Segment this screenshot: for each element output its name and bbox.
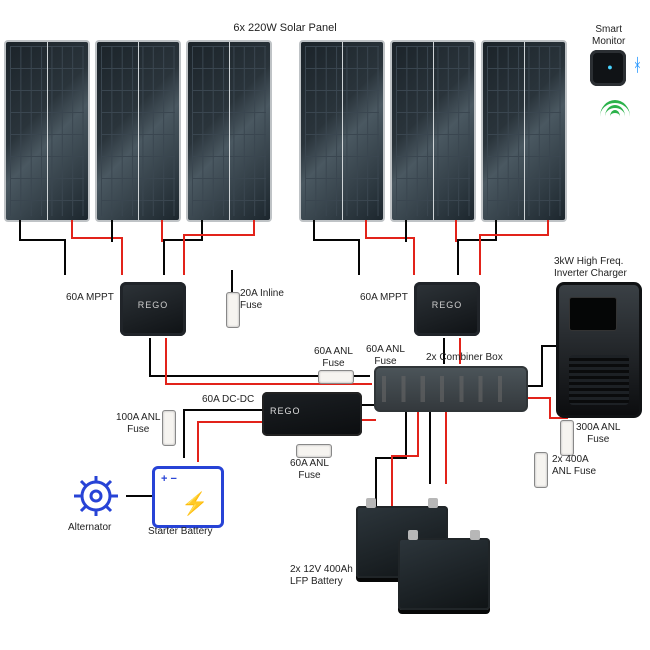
mppt-controller-right [414, 282, 480, 336]
lfp-label: 2x 12V 400Ah LFP Battery [290, 564, 353, 587]
fuse-60anl-b-label: 60A ANL Fuse [366, 344, 405, 367]
solar-panel [4, 40, 90, 222]
solar-panel [95, 40, 181, 222]
mppt-controller-left [120, 282, 186, 336]
smart-monitor-label: Smart Monitor [592, 24, 625, 47]
solar-panel [390, 40, 476, 222]
fuse-60anl-bottom-label: 60A ANL Fuse [290, 458, 329, 481]
inverter-label: 3kW High Freq. Inverter Charger [554, 256, 627, 279]
fuse-60anl-bottom [296, 444, 332, 458]
lfp-battery [398, 538, 490, 610]
fuse-60anl-a [318, 370, 354, 384]
starter-label: Starter Battery [148, 526, 212, 538]
fuse-20a-label: 20A Inline Fuse [240, 288, 284, 311]
combiner-box [374, 366, 528, 412]
solar-panel [481, 40, 567, 222]
alternator-label: Alternator [68, 522, 111, 534]
smart-monitor-icon [590, 50, 626, 86]
fuse-100anl-label: 100A ANL Fuse [116, 412, 160, 435]
fuse-60anl-a-label: 60A ANL Fuse [314, 346, 353, 369]
fuse-20a-inline [226, 292, 240, 328]
starter-battery: ⚡ [152, 466, 224, 528]
dcdc-label: 60A DC-DC [202, 394, 254, 406]
combiner-label: 2x Combiner Box [426, 352, 503, 364]
dcdc-charger [262, 392, 362, 436]
solar-panel [186, 40, 272, 222]
mppt-left-label: 60A MPPT [66, 292, 114, 304]
mppt-right-label: 60A MPPT [360, 292, 408, 304]
alternator-icon [66, 470, 126, 518]
fuse-100anl [162, 410, 176, 446]
fuse-300anl [560, 420, 574, 456]
fuse-2x400anl [534, 452, 548, 488]
inverter-charger [556, 282, 642, 418]
fuse-300anl-label: 300A ANL Fuse [576, 422, 620, 445]
solar-panel [299, 40, 385, 222]
bluetooth-icon: ᚼ [632, 55, 643, 76]
title-label: 6x 220W Solar Panel [0, 22, 570, 35]
fuse-2x400-label: 2x 400A ANL Fuse [552, 454, 596, 477]
